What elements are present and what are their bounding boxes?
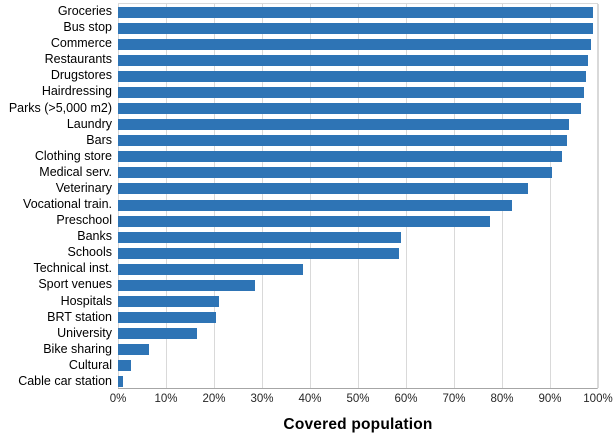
bar-row [118, 277, 597, 293]
category-label: Veterinary [55, 180, 112, 195]
category-label: Bars [86, 132, 112, 147]
bar-row [118, 229, 597, 245]
bar-row [118, 165, 597, 181]
bar-row [118, 261, 597, 277]
bar-row [118, 358, 597, 374]
gridline-0 [118, 4, 119, 388]
x-tick-label: 100% [583, 393, 613, 405]
bar-hospitals [118, 296, 219, 308]
bar-groceries [118, 6, 594, 18]
bar-laundry [118, 119, 570, 131]
bar-row [118, 374, 597, 390]
x-tick-label: 0% [109, 393, 127, 405]
bar-medical-serv [118, 167, 553, 179]
category-label: Drugstores [50, 68, 112, 83]
bar-clothing-store [118, 151, 562, 163]
bar-row [118, 133, 597, 149]
category-label: Cultural [68, 357, 112, 372]
gridline-60 [406, 4, 407, 388]
bar-bars [118, 135, 567, 147]
bar-schools [118, 247, 399, 259]
bar-row [118, 149, 597, 165]
x-tick-label: 90% [538, 393, 562, 405]
category-label: Medical serv. [39, 164, 112, 179]
x-axis-title: Covered population [283, 416, 433, 433]
category-label: Groceries [57, 4, 112, 19]
bar-parks-5-000-m2 [118, 103, 582, 115]
category-label: Sport venues [38, 277, 112, 292]
category-label: Bus stop [63, 20, 112, 35]
bar-bike-sharing [118, 344, 150, 356]
bar-row [118, 197, 597, 213]
plot-area [118, 3, 599, 390]
bar-row [118, 342, 597, 358]
category-label: Technical inst. [33, 261, 112, 276]
gridline-20 [214, 4, 215, 388]
category-label: Vocational train. [23, 197, 112, 212]
bar-restaurants [118, 54, 589, 66]
category-label: Bike sharing [43, 341, 112, 356]
bar-row [118, 52, 597, 68]
bar-sport-venues [118, 279, 255, 291]
x-tick-label: 40% [298, 393, 322, 405]
category-label: University [57, 325, 112, 340]
x-tick-label: 10% [154, 393, 178, 405]
bar-row [118, 294, 597, 310]
bar-university [118, 328, 198, 340]
bar-brt-station [118, 312, 217, 324]
gridline-50 [358, 4, 359, 388]
x-tick-label: 30% [250, 393, 274, 405]
bar-row [118, 68, 597, 84]
bar-veterinary [118, 183, 529, 195]
category-label: Cable car station [18, 373, 112, 388]
bar-bus-stop [118, 22, 594, 34]
category-label: Commerce [50, 36, 112, 51]
x-tick-label: 20% [202, 393, 226, 405]
bar-row [118, 101, 597, 117]
x-tick-label: 60% [394, 393, 418, 405]
category-label: Schools [67, 245, 112, 260]
bar-row [118, 20, 597, 36]
x-tick-label: 50% [346, 393, 370, 405]
bar-hairdressing [118, 86, 584, 98]
bar-cable-car-station [118, 376, 123, 388]
gridline-100 [598, 4, 599, 388]
x-tick-label: 80% [490, 393, 514, 405]
bar-row [118, 36, 597, 52]
gridline-80 [502, 4, 503, 388]
gridline-30 [262, 4, 263, 388]
gridline-40 [310, 4, 311, 388]
bar-banks [118, 231, 402, 243]
gridline-90 [550, 4, 551, 388]
category-label: Clothing store [34, 148, 112, 163]
bar-vocational-train [118, 199, 512, 211]
category-axis-labels: Groceries Bus stop Commerce Restaurants Drug… [0, 3, 112, 389]
bar-cultural [118, 360, 131, 372]
category-label: Banks [77, 229, 112, 244]
bar-drugstores [118, 70, 586, 82]
category-label: Hairdressing [41, 84, 112, 99]
bar-commerce [118, 38, 591, 50]
bar-technical-inst [118, 263, 303, 275]
bar-row [118, 326, 597, 342]
bar-row [118, 213, 597, 229]
bar-row [118, 4, 597, 20]
category-label: BRT station [47, 309, 112, 324]
bar-row [118, 245, 597, 261]
bar-preschool [118, 215, 490, 227]
category-label: Preschool [56, 213, 112, 228]
category-label: Hospitals [60, 293, 112, 308]
gridline-70 [454, 4, 455, 388]
category-label: Laundry [66, 116, 112, 131]
x-tick-label: 70% [442, 393, 466, 405]
gridline-10 [166, 4, 167, 388]
category-label: Restaurants [44, 52, 112, 67]
category-label: Parks (>5,000 m2) [8, 100, 112, 115]
bar-row [118, 84, 597, 100]
bar-row [118, 310, 597, 326]
bar-row [118, 117, 597, 133]
bar-row [118, 181, 597, 197]
